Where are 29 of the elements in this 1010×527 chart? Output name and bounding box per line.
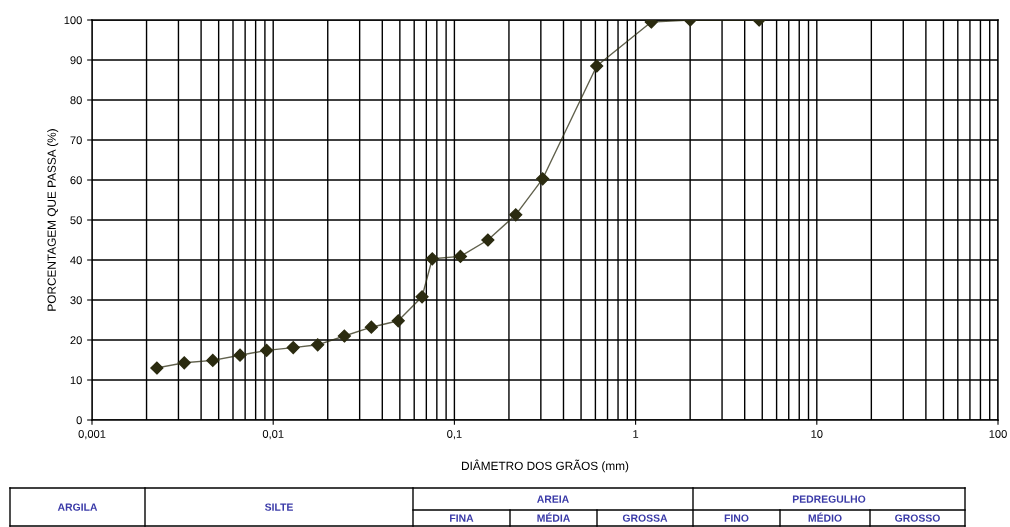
x-tick-label: 1	[633, 430, 639, 438]
y-tick-label: 70	[70, 136, 82, 145]
y-tick-label: 10	[70, 376, 82, 385]
y-axis-title: PORCENTAGEM QUE PASSA (%)	[47, 129, 59, 311]
text: ARGILA	[57, 503, 98, 511]
y-tick-label: 90	[70, 56, 82, 65]
x-axis-title: DIÂMETRO DOS GRÃOS (mm)	[462, 459, 629, 473]
x-tick-label: 0,001	[78, 430, 106, 440]
text: MÉDIO	[808, 512, 842, 522]
y-tick-label: 80	[70, 96, 82, 105]
y-tick-label: 40	[70, 256, 82, 265]
text: FINO	[724, 514, 749, 522]
text: GROSSO	[895, 514, 940, 522]
text: MÉDIA	[537, 512, 571, 522]
x-tick-label: 0,1	[447, 430, 462, 440]
y-tick-label: 0	[76, 416, 82, 425]
x-tick-label: 0,01	[262, 430, 284, 440]
y-tick-label: 30	[70, 296, 82, 305]
text: PEDREGULHO	[792, 495, 866, 503]
y-tick-label: 50	[70, 216, 82, 225]
y-tick-label: 60	[70, 176, 82, 185]
y-tick-label: 20	[70, 336, 82, 345]
text: AREIA	[537, 495, 569, 503]
text: GROSSA	[622, 514, 668, 522]
y-tick-label: 100	[64, 16, 82, 25]
text: FINA	[450, 514, 474, 522]
x-tick-label: 10	[811, 430, 823, 438]
x-tick-label: 100	[989, 430, 1007, 438]
text: SILTE	[264, 503, 293, 511]
